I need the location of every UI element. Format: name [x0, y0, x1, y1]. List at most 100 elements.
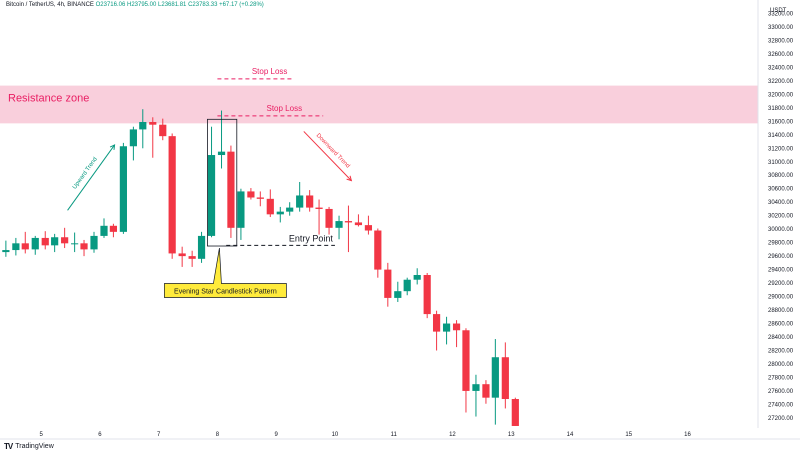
y-tick-label: 28400.00 — [768, 335, 794, 341]
change-value: +67.17 (+0.28%) — [219, 2, 264, 8]
close-value: C23783.33 — [188, 2, 218, 8]
candle-body — [129, 129, 137, 147]
candle-body — [247, 191, 255, 198]
candle — [296, 181, 304, 212]
candle — [442, 316, 451, 345]
x-tick-label: 15 — [625, 432, 632, 438]
symbol-label[interactable]: Bitcoin / TetherUS, 4h, BINANCE — [6, 2, 94, 8]
x-tick-label: 9 — [274, 432, 278, 438]
candle-body — [491, 357, 499, 398]
candle-body — [227, 151, 235, 228]
candle — [159, 118, 167, 141]
time-axis[interactable]: 5 6 7 8 9 10 11 12 13 14 15 16 — [0, 432, 800, 440]
tradingview-brand[interactable]: TV TradingView — [4, 442, 54, 451]
candle-body — [374, 230, 382, 270]
candle-body — [90, 235, 98, 250]
x-tick-label: 13 — [508, 432, 515, 438]
y-tick-label: 30000.00 — [768, 227, 794, 233]
y-tick-label: 32000.00 — [768, 92, 794, 98]
candle — [21, 231, 29, 254]
y-tick-label: 27200.00 — [768, 416, 794, 422]
candle-body — [2, 250, 10, 253]
candle — [149, 117, 157, 158]
y-tick-label: 32800.00 — [768, 38, 794, 44]
candle — [403, 277, 411, 296]
candle — [12, 237, 20, 256]
candle — [501, 342, 509, 409]
y-tick-label: 27400.00 — [768, 402, 794, 408]
candle — [423, 272, 431, 319]
candle — [41, 231, 49, 250]
candle-body — [21, 243, 29, 250]
evening-star-box — [207, 118, 238, 247]
candle-body — [41, 237, 49, 246]
candle — [325, 206, 333, 235]
candle-body — [31, 237, 39, 250]
candle-body — [335, 221, 343, 228]
candle — [286, 202, 294, 216]
resistance-zone-band — [0, 85, 758, 124]
y-tick-label: 33200.00 — [768, 11, 794, 17]
entry-point-label: Entry Point — [289, 233, 334, 243]
candle — [237, 188, 245, 240]
resistance-zone: Resistance zone — [0, 85, 758, 124]
candle-body — [403, 279, 411, 292]
y-tick-label: 29200.00 — [768, 281, 794, 287]
stop-loss-label: Stop Loss — [267, 104, 303, 113]
candle-body — [501, 357, 509, 400]
candle — [197, 231, 206, 263]
candle — [306, 190, 314, 212]
x-tick-label: 7 — [157, 432, 161, 438]
y-tick-label: 29600.00 — [768, 254, 794, 260]
candle-body — [442, 323, 451, 332]
candle — [462, 328, 470, 413]
candle — [364, 215, 373, 235]
candle-body — [286, 207, 294, 212]
candle-body — [315, 207, 323, 209]
candle — [256, 191, 264, 207]
price-axis-bg — [758, 0, 800, 456]
candle-body — [159, 124, 167, 137]
candle — [109, 223, 118, 238]
candle-body — [354, 222, 363, 226]
y-tick-label: 31600.00 — [768, 119, 794, 125]
candle — [80, 239, 88, 257]
candle-body — [237, 191, 245, 228]
evening-star-callout-label: Evening Star Candlestick Pattern — [174, 289, 277, 296]
candle-body — [306, 195, 314, 208]
candle-body — [266, 198, 274, 215]
candle — [2, 240, 10, 257]
symbol-header: Bitcoin / TetherUS, 4h, BINANCE O23716.0… — [6, 2, 264, 8]
stop-loss-label: Stop Loss — [252, 67, 288, 76]
candle-body — [149, 121, 157, 125]
candle — [384, 262, 392, 307]
candle-body — [61, 237, 69, 244]
y-tick-label: 33000.00 — [768, 25, 794, 31]
candle-body — [482, 384, 490, 398]
x-tick-label: 14 — [567, 432, 574, 438]
candle — [472, 374, 480, 417]
price-axis[interactable]: USDT 27200.00 27400.00 27600.00 27800.00 2800… — [757, 0, 800, 456]
x-tick-label: 10 — [332, 432, 339, 438]
candle — [188, 250, 196, 267]
candle — [335, 215, 343, 240]
candle-body — [511, 399, 519, 426]
y-tick-label: 31000.00 — [768, 160, 794, 166]
resistance-zone-label: Resistance zone — [8, 93, 89, 105]
candle — [168, 133, 176, 259]
candle — [207, 126, 216, 238]
candle-body — [296, 195, 304, 208]
y-tick-label: 31800.00 — [768, 106, 794, 112]
candle-body — [139, 121, 147, 130]
candle-body — [462, 330, 470, 391]
candle-body — [51, 237, 59, 246]
y-tick-label: 29800.00 — [768, 241, 794, 247]
y-tick-label: 31200.00 — [768, 146, 794, 152]
candle-body — [384, 269, 392, 298]
candle — [432, 310, 441, 351]
candle — [71, 232, 79, 253]
candle — [227, 145, 235, 238]
candle — [129, 126, 137, 161]
candle-body — [344, 221, 353, 223]
